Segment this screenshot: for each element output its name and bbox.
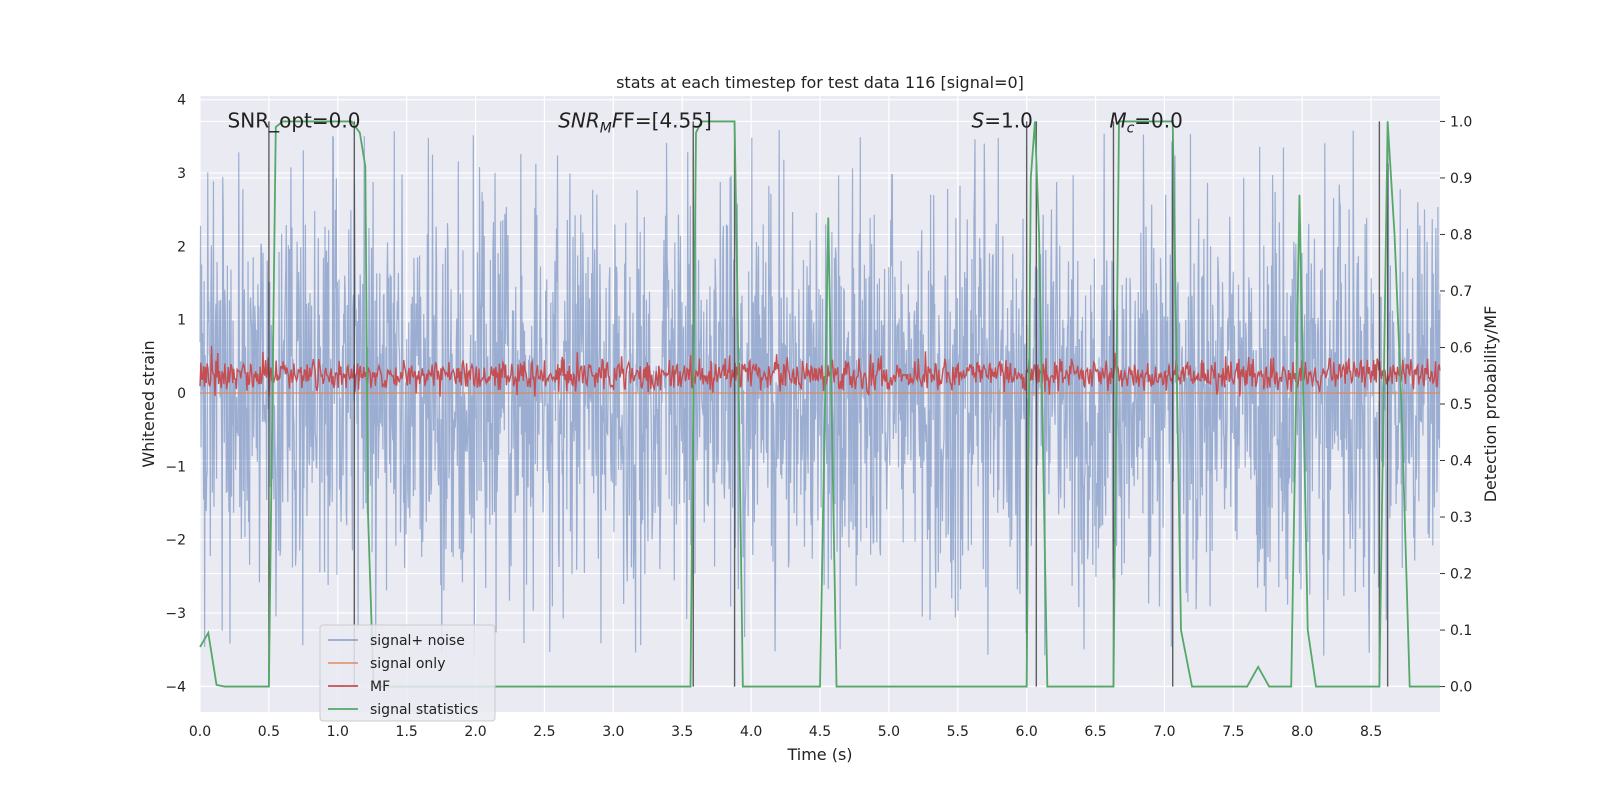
y2-tick-label: 0.8 [1450, 227, 1472, 243]
x-tick-label: 2.0 [464, 724, 486, 740]
y-tick-label: −1 [165, 459, 186, 475]
annotation-s-value: =1.0 [984, 109, 1033, 133]
x-tick-label: 8.5 [1360, 724, 1382, 740]
x-tick-label: 6.5 [1084, 724, 1106, 740]
x-axis-label: Time (s) [786, 745, 852, 764]
x-tick-label: 0.5 [258, 724, 280, 740]
annotation-mc: Mc=0.0 [1109, 109, 1183, 137]
annotation-s: S=1.0 [972, 109, 1033, 133]
x-tick-label: 5.0 [878, 724, 900, 740]
y2-tick-label: 0.7 [1450, 284, 1472, 300]
annotation-mc-symbol: M [1109, 109, 1126, 133]
y-tick-label: 3 [177, 166, 186, 182]
annotation-snr-mf: SNRMFF=[4.55] [558, 109, 712, 137]
annotation-mc-sub: c [1127, 121, 1135, 137]
annotations: SNR_opt=0.0 SNRMFF=[4.55] S=1.0 Mc=0.0 [228, 109, 1183, 137]
legend-label: signal+ noise [370, 633, 465, 649]
annotation-snr-mf-prefix: SNR [558, 109, 600, 133]
legend-label: signal statistics [370, 702, 478, 718]
annotation-snr-mf-value: F=[4.55] [623, 109, 711, 133]
y2-tick-label: 0.4 [1450, 454, 1472, 470]
y2-tick-label: 0.2 [1450, 567, 1472, 583]
x-tick-label: 7.0 [1153, 724, 1175, 740]
annotation-snr-mf-sub: M [600, 121, 612, 137]
y-tick-label: −4 [165, 679, 186, 695]
legend-label: MF [370, 679, 390, 695]
annotation-snr-opt: SNR_opt=0.0 [228, 109, 361, 133]
x-tick-label: 3.5 [671, 724, 693, 740]
legend: signal+ noise signal only MF signal statist… [319, 624, 496, 722]
y2-tick-label: 0.9 [1450, 171, 1472, 187]
series-layer [199, 120, 1441, 688]
y2-tick-label: 0.1 [1450, 623, 1472, 639]
y2-axis-label: Detection probability/MF [1481, 306, 1500, 503]
series-line-signal-noise [199, 129, 1441, 656]
y-tick-label: 0 [177, 386, 186, 402]
x-tick-label: 7.5 [1222, 724, 1244, 740]
x-tick-label: 3.0 [602, 724, 624, 740]
legend-label: signal only [370, 656, 445, 672]
series-line-mf [199, 345, 1441, 397]
y-tick-label: 1 [177, 313, 186, 329]
y-axis-label: Whitened strain [139, 340, 158, 467]
x-tick-label: 5.5 [947, 724, 969, 740]
x-tick-label: 0.0 [189, 724, 211, 740]
legend-box [319, 624, 496, 722]
x-tick-label: 2.5 [533, 724, 555, 740]
chart-title: stats at each timestep for test data 116… [616, 73, 1024, 92]
y-tick-label: −3 [165, 606, 186, 622]
x-tick-label: 1.5 [396, 724, 418, 740]
y2-tick-label: 0.5 [1450, 397, 1472, 413]
y-tick-label: 2 [177, 239, 186, 255]
y2-tick-label: 1.0 [1450, 114, 1472, 130]
y-tick-label: 4 [177, 93, 186, 109]
annotation-snr-mf-f: F [612, 109, 624, 133]
x-tick-label: 4.5 [809, 724, 831, 740]
x-tick-label: 4.0 [740, 724, 762, 740]
y2-tick-label: 0.3 [1450, 510, 1472, 526]
ticks: 0.0 0.5 1.0 1.5 2.0 2.5 3.0 3.5 4.0 4.5 5.0 5.5 6.0 6… [165, 93, 1472, 740]
x-tick-label: 6.0 [1016, 724, 1038, 740]
x-tick-label: 8.0 [1291, 724, 1313, 740]
annotation-s-symbol: S [972, 109, 985, 133]
x-tick-label: 1.0 [327, 724, 349, 740]
series-line-signal-statistics [199, 120, 1440, 688]
y2-tick-label: 0.6 [1450, 340, 1472, 356]
y-tick-label: −2 [165, 533, 186, 549]
y2-tick-label: 0.0 [1450, 680, 1472, 696]
annotation-mc-value: =0.0 [1134, 109, 1183, 133]
